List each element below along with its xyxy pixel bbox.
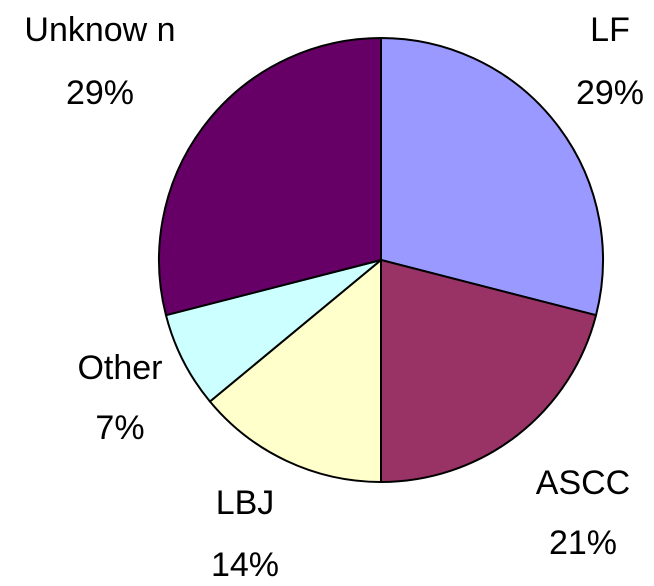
slice-label: Other (77, 349, 162, 387)
pie-slice (380, 259, 598, 483)
slice-label: LBJ (216, 484, 275, 522)
slice-value-label: 29% (576, 74, 644, 112)
slice-label: Unknow n (24, 11, 175, 49)
slice-label: ASCC (536, 464, 630, 502)
slice-label: LF (590, 11, 630, 49)
slice-value-label: 29% (66, 74, 134, 112)
pie-slice (158, 37, 382, 317)
pie-slice (208, 259, 382, 483)
slice-value-label: 21% (549, 524, 617, 562)
slice-value-label: 7% (95, 409, 144, 447)
pie-slice (380, 37, 604, 317)
slice-value-label: 14% (211, 546, 279, 584)
